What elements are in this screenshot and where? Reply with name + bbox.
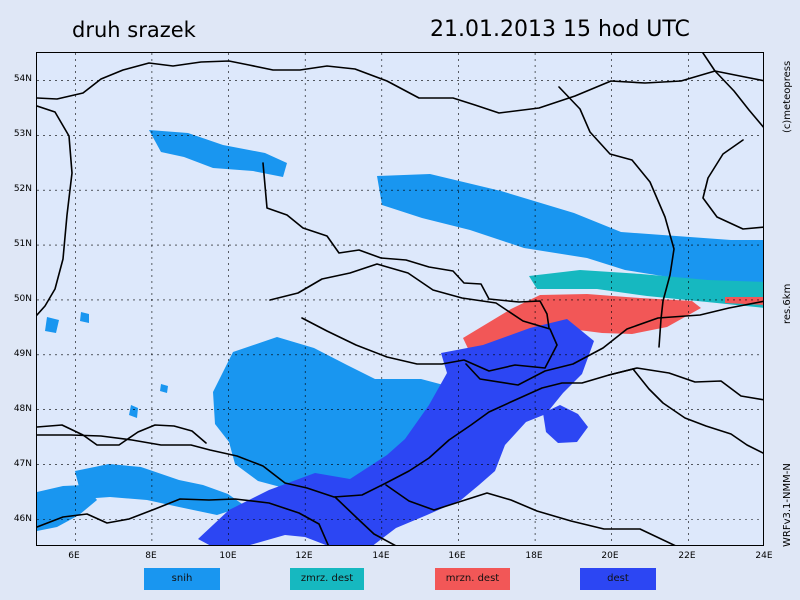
precipitation-map[interactable]	[37, 53, 764, 546]
map-title-right: 21.01.2013 15 hod UTC	[430, 17, 690, 42]
snow-specks-west	[45, 312, 168, 418]
border-alps-south	[37, 498, 330, 545]
freezing-drizzle-band	[529, 270, 763, 308]
lon-label-22e: 22E	[678, 551, 696, 561]
rain-area-east	[543, 405, 588, 443]
copyright-label: (c)meteopress	[782, 60, 793, 133]
border-romania-ukraine	[608, 368, 763, 454]
snow-area-central-north	[377, 174, 763, 300]
lat-label-52n: 52N	[13, 184, 32, 194]
border-austria-slovenia-italy	[37, 367, 763, 498]
rain-area-main	[198, 319, 594, 545]
lon-label-18e: 18E	[525, 551, 543, 561]
grid-lines	[37, 53, 763, 545]
border-hungary-croatia-serbia	[334, 484, 676, 545]
map-boundaries	[37, 53, 763, 545]
rain-layer	[198, 319, 594, 545]
resolution-label: res.6km	[782, 283, 793, 324]
border-slovakia-hungary	[465, 300, 763, 386]
lat-label-47n: 47N	[13, 459, 32, 469]
map-title-left: druh srazek	[72, 18, 196, 42]
legend-freezing-drizzle: zmrz. dest	[290, 568, 364, 590]
lon-label-10e: 10E	[219, 551, 237, 561]
border-czech-austria	[269, 263, 558, 372]
freezing-drizzle-layer	[529, 270, 763, 308]
border-germany-poland-czech	[262, 162, 550, 329]
lon-label-14e: 14E	[372, 551, 390, 561]
lon-label-12e: 12E	[295, 551, 313, 561]
model-label: WRFv3.1-NMM-N	[782, 463, 793, 547]
lon-label-6e: 6E	[68, 551, 80, 561]
snow-area-north	[149, 130, 287, 177]
snow-area-south-west-3	[37, 485, 97, 531]
lon-label-16e: 16E	[448, 551, 466, 561]
lat-label-50n: 50N	[13, 294, 32, 304]
border-switzerland	[37, 424, 207, 446]
coastline-north	[37, 60, 763, 114]
border-poland-belarus-ukraine	[558, 86, 675, 348]
lon-label-24e: 24E	[755, 551, 773, 561]
lat-label-48n: 48N	[13, 404, 32, 414]
lat-label-54n: 54N	[13, 74, 32, 84]
map-frame[interactable]	[36, 52, 764, 546]
snow-area-south-west-2	[75, 464, 245, 515]
lat-label-46n: 46N	[13, 514, 32, 524]
lon-label-20e: 20E	[601, 551, 619, 561]
border-netherlands-belgium	[37, 105, 73, 316]
border-belarus-ukraine	[702, 53, 763, 230]
lon-label-8e: 8E	[145, 551, 157, 561]
legend-freezing-rain: mrzn. dest	[435, 568, 510, 590]
lat-label-49n: 49N	[13, 349, 32, 359]
legend-rain: dest	[580, 568, 656, 590]
legend-snow: snih	[144, 568, 220, 590]
lat-label-53n: 53N	[13, 129, 32, 139]
lat-label-51n: 51N	[13, 239, 32, 249]
